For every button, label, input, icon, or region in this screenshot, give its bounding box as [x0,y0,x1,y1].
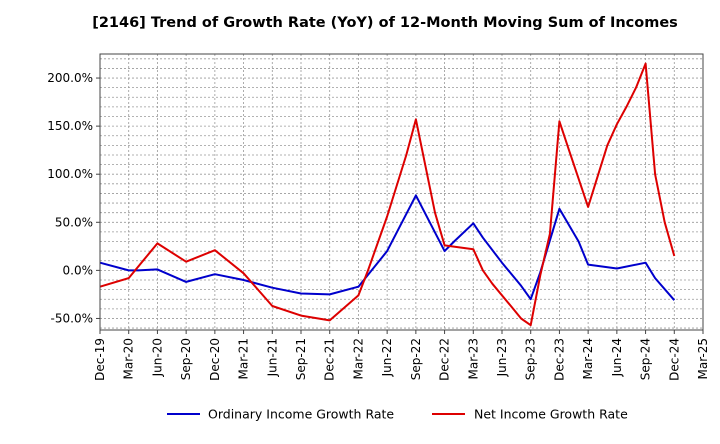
x-tick-label: Jun-24 [610,338,624,377]
chart-title: [2146] Trend of Growth Rate (YoY) of 12-… [92,15,678,31]
legend-label: Net Income Growth Rate [474,407,628,422]
y-tick-label: 150.0% [47,119,93,133]
x-tick-label: Dec-23 [552,338,566,381]
x-tick-label: Mar-21 [237,338,251,379]
y-axis: -50.0% 0.0% 50.0% 100.0% 150.0% 200.0% [47,71,100,325]
x-tick-label: Mar-22 [351,338,365,379]
series-layer [99,62,676,327]
x-tick-label: Dec-20 [208,338,222,381]
x-tick-label: Mar-23 [466,338,480,379]
x-tick-label: Jun-23 [495,338,509,377]
x-tick-label: Sep-21 [294,338,308,380]
x-tick-label: Sep-22 [409,338,423,380]
y-tick-label: -50.0% [51,311,93,325]
plot-frame [99,53,704,331]
x-tick-label: Sep-24 [639,338,653,380]
y-tick-label: 0.0% [63,263,94,277]
x-tick-label: Mar-24 [581,338,595,379]
x-tick-label: Mar-25 [696,338,710,379]
x-tick-label: Mar-20 [122,338,136,379]
x-tick-label: Dec-22 [438,338,452,381]
x-tick-label: Sep-23 [524,338,538,380]
x-tick-label: Jun-20 [150,338,164,377]
series-line-net-income [99,62,676,327]
grid-layer [99,54,704,330]
x-tick-label: Jun-21 [265,338,279,377]
x-tick-label: Dec-21 [323,338,337,381]
y-tick-label: 200.0% [47,71,93,85]
x-axis: Dec-19 Mar-20 Jun-20 Sep-20 Dec-20 Mar-21 Jun-… [93,330,710,381]
legend: Ordinary Income Growth Rate Net Income Gr… [167,407,628,422]
x-tick-label: Dec-24 [667,338,681,381]
x-tick-label: Jun-22 [380,338,394,377]
x-tick-label: Sep-20 [179,338,193,380]
legend-label: Ordinary Income Growth Rate [208,407,394,422]
y-tick-label: 50.0% [55,215,93,229]
x-tick-label: Dec-19 [93,338,107,381]
y-tick-label: 100.0% [47,167,93,181]
